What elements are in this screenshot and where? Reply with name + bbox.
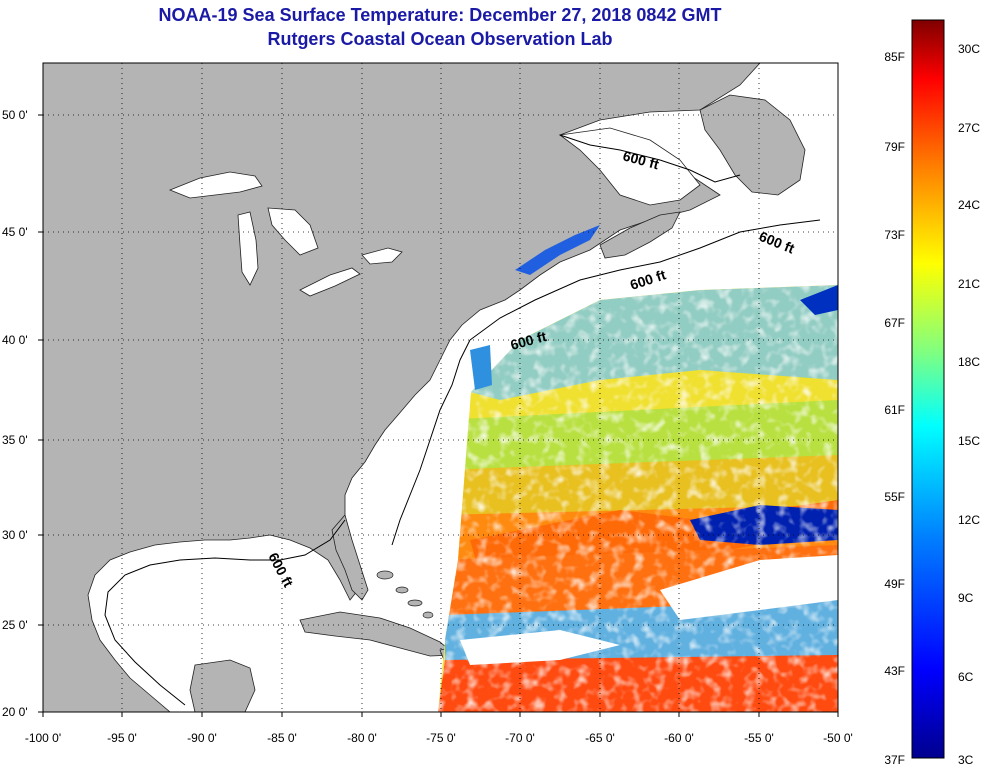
colorbar-c-label: 15C	[958, 434, 980, 448]
lat-tick-label: 20 0'	[2, 705, 28, 719]
lat-tick-label: 45 0'	[2, 225, 28, 239]
lon-tick-label: -70 0'	[505, 731, 535, 745]
colorbar-f-label: 37F	[884, 753, 905, 767]
lat-tick-label: 35 0'	[2, 433, 28, 447]
lake-ontario	[361, 247, 403, 265]
lat-tick-label: 50 0'	[2, 108, 28, 122]
land-florida	[331, 514, 369, 601]
lon-tick-label: -65 0'	[585, 731, 615, 745]
colorbar-f-label: 85F	[884, 50, 905, 64]
land-newfoundland	[699, 94, 806, 196]
colorbar-f-label: 43F	[884, 664, 905, 678]
sst-swath	[438, 285, 838, 712]
colorbar-c-label: 18C	[958, 355, 980, 369]
lake-huron	[267, 207, 319, 256]
longitude-axis: -100 0' -95 0' -90 0' -85 0' -80 0' -75 0' -70…	[25, 712, 853, 745]
lon-tick-label: -85 0'	[267, 731, 297, 745]
colorbar-f-label: 79F	[884, 140, 905, 154]
lon-tick-label: -80 0'	[347, 731, 377, 745]
colorbar	[911, 19, 945, 759]
colorbar-c-label: 24C	[958, 198, 980, 212]
lon-tick-label: -100 0'	[25, 731, 61, 745]
lon-tick-label: -75 0'	[426, 731, 456, 745]
lon-tick-label: -90 0'	[187, 731, 217, 745]
latitude-axis: 50 0' 45 0' 40 0' 35 0' 30 0' 25 0' 20 0'	[2, 108, 43, 719]
colorbar-f-label: 49F	[884, 577, 905, 591]
land-north-america	[43, 63, 761, 712]
land-yucatan	[189, 659, 256, 712]
sst-coastal-patches	[470, 225, 838, 390]
colorbar-c-label: 12C	[958, 513, 980, 527]
colorbar-c-label: 9C	[958, 591, 974, 605]
lat-tick-label: 30 0'	[2, 528, 28, 542]
colorbar-f-label: 67F	[884, 316, 905, 330]
lat-tick-label: 25 0'	[2, 618, 28, 632]
lon-tick-label: -60 0'	[664, 731, 694, 745]
map-subtitle: Rutgers Coastal Ocean Observation Lab	[267, 29, 613, 49]
colorbar-f-label: 55F	[884, 490, 905, 504]
colorbar-fahrenheit-labels: 85F 79F 73F 67F 61F 55F 49F 43F 37F	[884, 50, 905, 767]
map-title: NOAA-19 Sea Surface Temperature: Decembe…	[158, 5, 722, 25]
gulf-st-lawrence	[558, 127, 701, 206]
colorbar-f-label: 73F	[884, 228, 905, 242]
lon-tick-label: -50 0'	[823, 731, 853, 745]
lon-tick-label: -55 0'	[744, 731, 774, 745]
lake-erie	[299, 267, 361, 297]
colorbar-celsius-labels: 30C 27C 24C 21C 18C 15C 12C 9C 6C 3C	[958, 42, 980, 767]
contour-600ft	[104, 134, 821, 706]
islands-bahamas	[376, 570, 434, 619]
colorbar-c-label: 3C	[958, 753, 974, 767]
colorbar-c-label: 27C	[958, 121, 980, 135]
lake-michigan	[237, 211, 259, 286]
land-nova-scotia	[599, 211, 681, 259]
lake-superior	[168, 171, 263, 199]
colorbar-c-label: 6C	[958, 670, 974, 684]
colorbar-c-label: 21C	[958, 277, 980, 291]
colorbar-f-label: 61F	[884, 403, 905, 417]
grid-lines	[43, 63, 838, 712]
lon-tick-label: -95 0'	[107, 731, 137, 745]
colorbar-c-label: 30C	[958, 42, 980, 56]
lat-tick-label: 40 0'	[2, 333, 28, 347]
